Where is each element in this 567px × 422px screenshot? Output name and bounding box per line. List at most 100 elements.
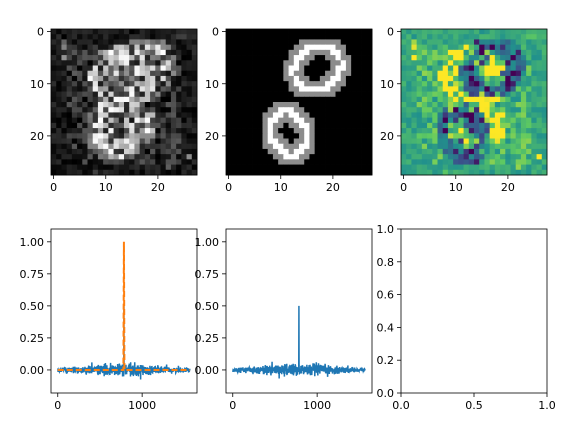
heatmap-cell [236,70,243,77]
heatmap-cell [361,39,368,46]
heatmap-cell [468,39,475,46]
heatmap-cell [272,148,279,155]
heatmap-cell [453,91,459,98]
heatmap-cell [66,86,73,92]
heatmap-cell [118,34,125,40]
heatmap-cell [442,112,449,119]
heatmap-cell [262,143,269,150]
heatmap-cell [231,60,237,66]
heatmap-cell [278,65,284,72]
heatmap-cell [463,117,470,124]
heatmap-cell [288,60,295,66]
heatmap-cell [92,154,99,160]
heatmap-cell [500,91,506,98]
heatmap-cell [236,75,243,82]
heatmap-cell [319,39,326,46]
heatmap-cell [257,65,263,72]
heatmap-cell [288,44,295,51]
heatmap-cell [103,133,109,139]
heatmap-cell [484,122,491,129]
heatmap-cell [293,96,300,103]
heatmap-cell [463,29,470,35]
heatmap-cell [66,133,73,139]
heatmap-cell [340,96,347,103]
heatmap-cell [165,86,172,92]
heatmap-cell [345,117,352,124]
heatmap-cell [531,39,537,46]
heatmap-cell [325,49,331,56]
heatmap-cell [165,39,172,46]
heatmap-cell [416,44,423,51]
heatmap-cell [293,86,300,92]
heatmap-cell [181,122,187,129]
heatmap-cell [134,29,141,35]
heatmap-cell [165,138,172,145]
heatmap-cell [226,70,232,77]
heatmap-cell [134,91,141,98]
heatmap-cell [330,112,336,119]
heatmap-cell [510,133,517,139]
heatmap-cell [267,169,274,176]
heatmap-cell [293,81,300,87]
heatmap-cell [541,86,548,92]
heatmap-cell [262,122,269,129]
heatmap-cell [406,65,412,72]
heatmap-cell [416,138,423,145]
heatmap-cell [129,55,135,61]
heatmap-cell [181,107,187,113]
heatmap-cell [437,102,444,108]
heatmap-cell [520,34,527,40]
heatmap-cell [246,39,253,46]
series-line [57,241,191,371]
heatmap-cell [144,112,151,119]
heatmap-cell [170,96,177,103]
heatmap-cell [330,169,336,176]
heatmap-cell [108,102,114,108]
heatmap-cell [118,148,125,155]
heatmap-cell [257,81,263,87]
heatmap-cell [293,55,300,61]
heatmap-cell [340,169,347,176]
heatmap-cell [118,138,125,145]
heatmap-cell [335,133,342,139]
heatmap-cell [257,133,263,139]
heatmap-cell [474,164,480,171]
heatmap-cell [134,107,141,113]
heatmap-cell [515,44,522,51]
heatmap-cell [406,164,412,171]
heatmap-cell [325,122,331,129]
heatmap-cell [520,96,527,103]
heatmap-cell [309,81,316,87]
heatmap-cell [356,148,362,155]
heatmap-cell [335,102,342,108]
heatmap-cell [113,39,120,46]
heatmap-cell [176,107,182,113]
heatmap-cell [531,154,537,160]
heatmap-cell [510,128,517,134]
heatmap-cell [124,169,130,176]
heatmap-cell [61,102,68,108]
heatmap-cell [314,138,321,145]
heatmap-cell [453,122,459,129]
heatmap-cell [319,143,326,150]
heatmap-cell [421,81,428,87]
heatmap-cell [531,133,537,139]
heatmap-cell [427,44,433,51]
heatmap-cell [453,34,459,40]
heatmap-cell [314,65,321,72]
heatmap-cell [309,60,316,66]
heatmap-cell [82,34,88,40]
heatmap-cell [170,39,177,46]
heatmap-cell [272,107,279,113]
heatmap-cell [150,96,156,103]
heatmap-cell [267,122,274,129]
heatmap-cell [113,138,120,145]
heatmap-cell [181,34,187,40]
heatmap-cell [56,128,62,134]
heatmap-cell [165,128,172,134]
heatmap-cell [124,65,130,72]
heatmap-cell [520,55,527,61]
heatmap-cell [103,148,109,155]
heatmap-cell [345,133,352,139]
heatmap-cell [411,91,418,98]
